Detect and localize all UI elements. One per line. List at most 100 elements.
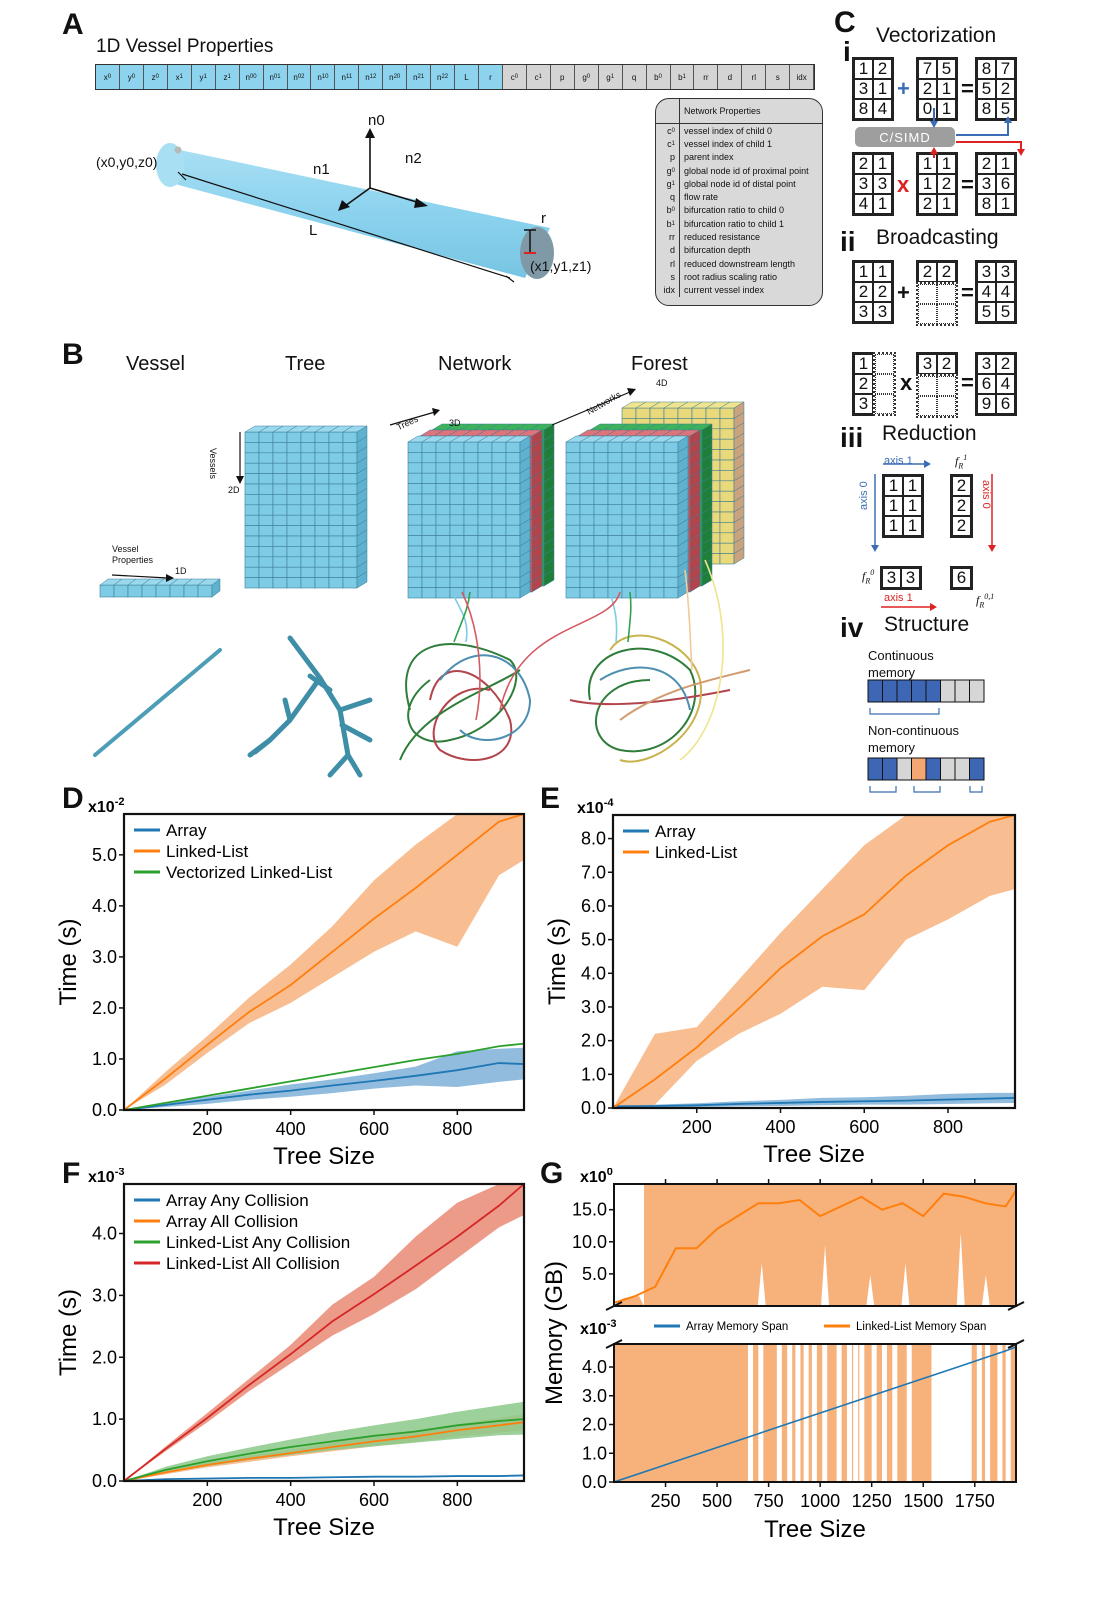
property-description: bifurcation ratio to child 1 <box>684 218 785 229</box>
vessel-start-label: (x0,y0,z0) <box>96 154 158 170</box>
property-description: bifurcation ratio to child 0 <box>684 205 785 216</box>
band-gap <box>931 1344 972 1482</box>
band-array <box>124 1047 524 1110</box>
property-cell-idx: idx <box>790 65 815 89</box>
x-tick-label: 250 <box>651 1491 681 1511</box>
y-tick-label: 5.0 <box>582 1264 607 1284</box>
dim-4d-arrow <box>551 391 631 426</box>
y-axis-label: Time (s) <box>55 1289 82 1376</box>
section-iv-numeral: iv <box>840 612 864 643</box>
memory-cell <box>969 757 985 781</box>
matrix-cell: 2 <box>918 79 937 99</box>
matrix-cell: 2 <box>854 154 873 174</box>
legend-label: Array Any Collision <box>166 1191 309 1210</box>
axis0-right-label: axis 0 <box>980 480 992 509</box>
band-array <box>613 1092 1015 1108</box>
band-gap <box>757 1263 766 1306</box>
matrix-cell: 2 <box>937 354 956 374</box>
panel-f-letter: F <box>62 1157 81 1190</box>
matrix-cell: 1 <box>937 99 956 119</box>
y-multiplier: x10-2 <box>88 796 124 816</box>
legend-label: Linked-List All Collision <box>166 1254 340 1273</box>
matrix-cell: 3 <box>873 302 892 322</box>
n2-arrow <box>369 187 421 204</box>
matrix-cell: 5 <box>977 79 996 99</box>
column-network: Network <box>438 353 512 375</box>
band-gap <box>866 1275 875 1306</box>
matrix-cell: 4 <box>996 282 1015 302</box>
axis1-top-label: axis 1 <box>884 455 913 467</box>
vessel-end-label: (x1,y1,z1) <box>530 258 592 274</box>
bc-add-broadcast-ghost <box>916 282 958 326</box>
band-gap <box>748 1344 753 1482</box>
times-operator: x <box>900 370 913 395</box>
equals-operator: = <box>961 76 974 101</box>
network-properties-table: Network Properties c 0 vessel index of chi… <box>655 98 823 306</box>
panel-d-letter: D <box>62 782 84 815</box>
vessel-render <box>93 648 222 757</box>
vessel-property-bar: x 0 y 0 z 0 x 1 y 1 z 1 n 00 n 01 n 02 n 10 n 11 n 12 n 20 n 21 n 22 L… <box>95 64 815 90</box>
network-property-row: q flow rate <box>656 190 822 204</box>
property-description: root radius scaling ratio <box>684 271 778 282</box>
noncontinuous-span-bracket <box>913 786 941 793</box>
property-description: current vessel index <box>684 285 765 296</box>
broadcasting-title: Broadcasting <box>876 226 999 249</box>
network-property-row: g 1 global node id of distal point <box>656 177 822 191</box>
legend-label: Array Memory Span <box>686 1321 788 1333</box>
property-description: global node id of proximal point <box>684 165 809 176</box>
matrix-cell: 3 <box>977 262 996 282</box>
reduction-arrows <box>871 460 996 611</box>
matrix-cell: 2 <box>937 174 956 194</box>
y-tick-label: 3.0 <box>582 1386 607 1406</box>
matrix-cell: 1 <box>937 194 956 214</box>
y-tick-label: 0.0 <box>582 1472 607 1492</box>
axis-break-mark <box>1007 1301 1025 1311</box>
y-tick-label: 2.0 <box>92 1347 117 1367</box>
legend-label: Linked-List <box>655 843 737 862</box>
chart-g: 5.0 10.0 15.0 0.0 1.0 2.0 3.0 4.0 250 500 750 1000 1… <box>541 1168 1025 1543</box>
memory-structure-diagram <box>867 679 985 793</box>
property-symbol: s <box>656 270 680 284</box>
band-gap <box>776 1344 782 1482</box>
legend-label: Array <box>166 821 207 840</box>
connector-arrow <box>461 591 481 721</box>
y-tick-label: 4.0 <box>92 896 117 916</box>
matrix-cell: 2 <box>854 282 873 302</box>
vessel-properties-annotation: Vessel Properties <box>112 544 154 565</box>
band-gap <box>821 1245 830 1306</box>
legend-label: Linked-List Any Collision <box>166 1233 350 1252</box>
matrix-cell: 1 <box>854 262 873 282</box>
property-cell-p: p <box>550 65 575 89</box>
y-tick-label: 2.0 <box>581 1031 606 1051</box>
property-symbol: rl <box>656 256 680 271</box>
x-tick-label: 600 <box>359 1490 389 1510</box>
network-property-row: b 1 bifurcation ratio to child 1 <box>656 217 822 231</box>
axis-break-mark <box>1007 1339 1025 1349</box>
plus-operator: + <box>897 76 910 101</box>
dim-1d-arrow <box>111 574 169 579</box>
x-tick-label: 800 <box>442 1119 472 1139</box>
noncontinuous-span-bracket <box>869 786 897 793</box>
y-axis-label: Time (s) <box>55 918 82 1005</box>
band-linked-list-all-collision <box>124 1184 524 1481</box>
section-iii-numeral: iii <box>840 422 864 453</box>
section-ii-numeral: ii <box>840 226 856 257</box>
line-vectorized-linked-list <box>123 1042 525 1111</box>
matrix-cell: 2 <box>918 262 937 282</box>
y-tick-label: 4.0 <box>582 1357 607 1377</box>
x-axis-label: Tree Size <box>273 1143 375 1170</box>
line-linked-list-any-collision <box>123 1418 525 1482</box>
band-gap <box>956 1232 965 1306</box>
n1-label: n1 <box>313 161 330 178</box>
matrix-cell: 3 <box>854 174 873 194</box>
x-tick-label: 1750 <box>955 1491 995 1511</box>
matrix-cell: 5 <box>977 302 996 322</box>
matrix-cell: 0 <box>918 99 937 119</box>
